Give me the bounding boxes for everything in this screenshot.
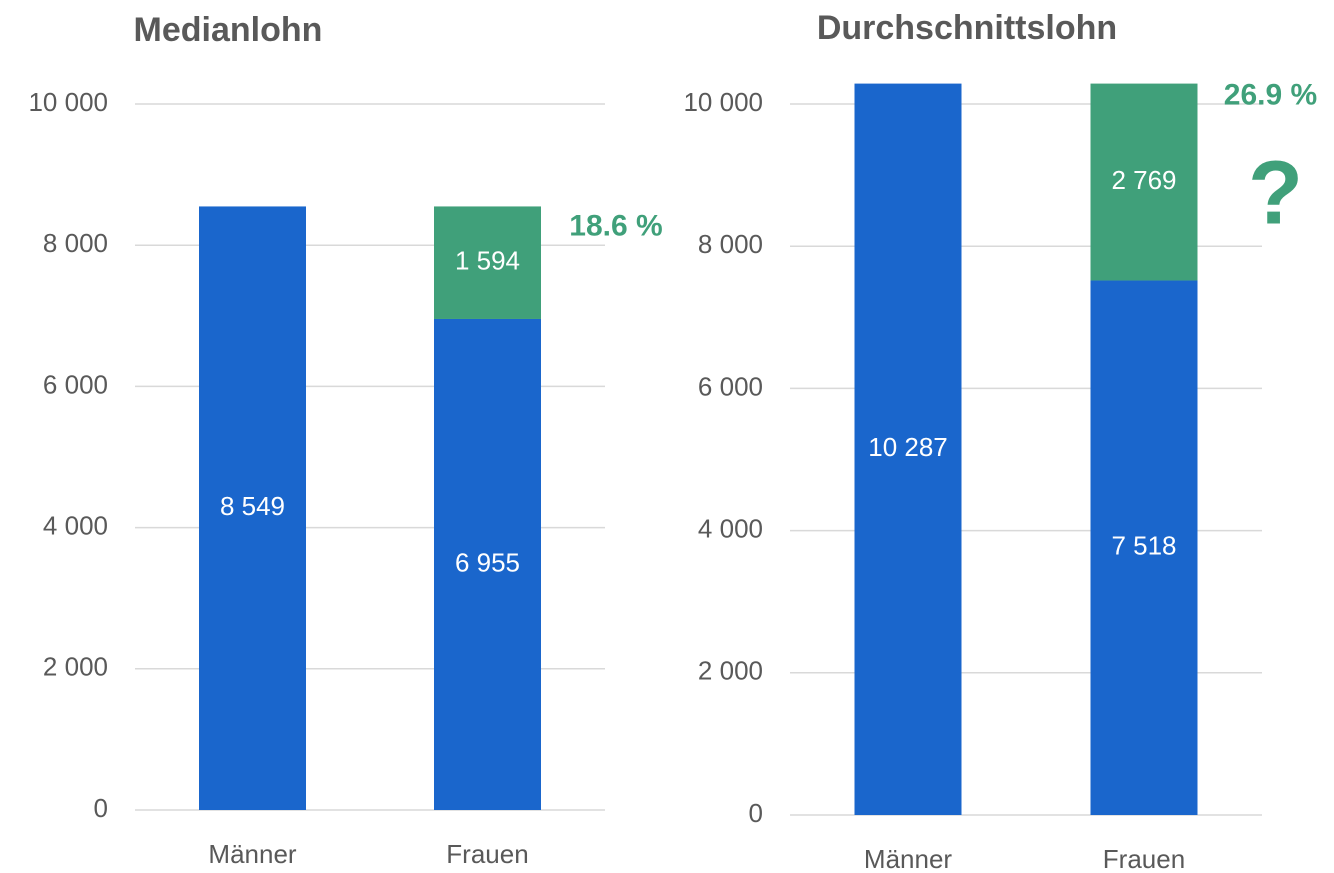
bar-segment: [434, 318, 541, 810]
y-tick-label: 8 000: [43, 228, 108, 258]
x-tick-label: Frauen: [446, 839, 528, 869]
data-label: 7 518: [1111, 531, 1176, 561]
y-tick-label: 6 000: [43, 369, 108, 399]
data-label: 1 594: [455, 246, 520, 276]
y-tick-label: 10 000: [28, 87, 108, 117]
bar-segment: [1090, 83, 1198, 281]
y-tick-label: 6 000: [698, 371, 763, 401]
y-tick-label: 4 000: [43, 510, 108, 540]
data-label: 2 769: [1111, 165, 1176, 195]
chart-title: Durchschnittslohn: [817, 9, 1117, 47]
bar-segment: [434, 206, 541, 319]
bar-segment: [199, 206, 306, 810]
x-tick-label: Männer: [864, 844, 952, 873]
annotation: 26.9 %: [1224, 79, 1317, 112]
data-label: 8 549: [220, 491, 285, 521]
bar-segment: [854, 83, 962, 815]
y-tick-label: 8 000: [698, 229, 763, 259]
x-tick-label: Frauen: [1103, 844, 1185, 873]
data-label: 6 955: [455, 547, 520, 577]
chart-title: Medianlohn: [134, 11, 323, 49]
y-tick-label: 0: [749, 798, 763, 828]
annotation: 18.6 %: [569, 209, 662, 242]
y-tick-label: 2 000: [43, 652, 108, 682]
bar-segment: [1090, 280, 1198, 815]
y-tick-label: 2 000: [698, 656, 763, 686]
y-tick-label: 0: [94, 793, 108, 823]
annotation: ?: [1248, 143, 1303, 243]
y-tick-label: 10 000: [683, 87, 763, 117]
y-tick-label: 4 000: [698, 513, 763, 543]
data-label: 10 287: [868, 432, 948, 462]
x-tick-label: Männer: [208, 839, 296, 869]
